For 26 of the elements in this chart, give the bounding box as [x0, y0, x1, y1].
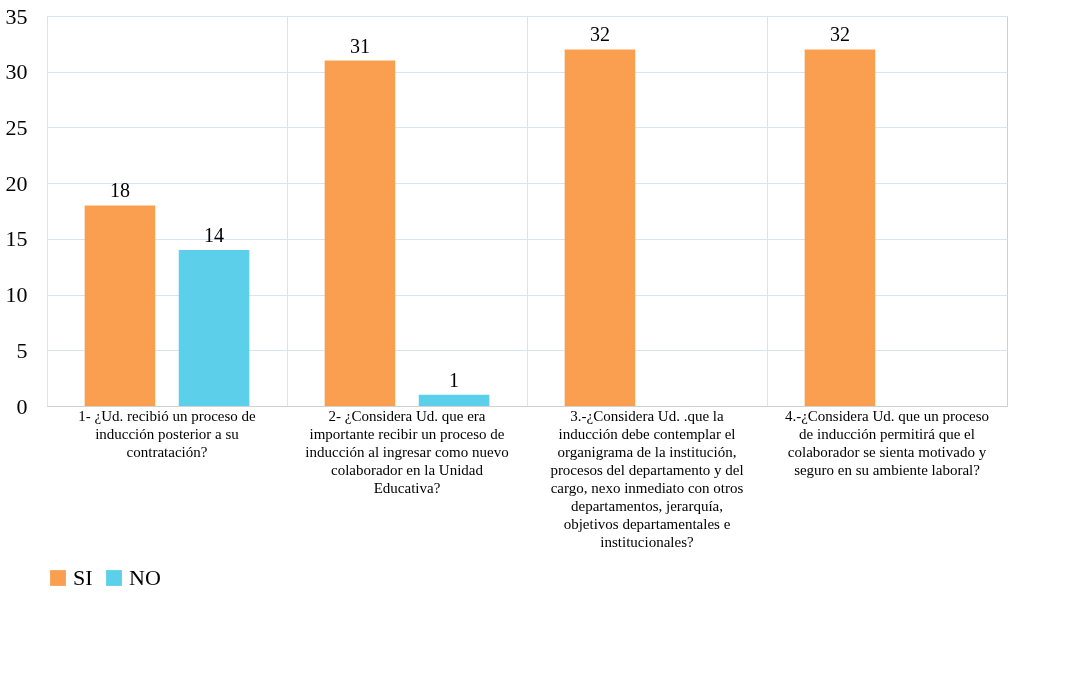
y-tick-label: 20: [5, 170, 28, 196]
x-tick-label: 1- ¿Ud. recibió un proceso de inducción posterior a su contratación?: [78, 407, 257, 460]
x-tick-label: 3.-¿Considera Ud. .que la inducción debe contemplar el organigrama de la institución, procesos del departamento y del cargo, nexo inmediato con otros departamentos, jerarquía, objetivos departamentales e institucionales?: [550, 407, 744, 550]
data-label: 14: [204, 224, 225, 246]
data-label: 32: [589, 23, 610, 46]
y-tick-label: 25: [5, 114, 28, 140]
y-tick-label: 0: [16, 393, 28, 419]
bar: [178, 250, 250, 406]
bar: [84, 205, 156, 406]
y-tick-label: 30: [5, 59, 28, 85]
data-label: 1: [449, 368, 460, 391]
bar: [564, 49, 636, 406]
bar: [418, 394, 490, 406]
data-label: 18: [109, 179, 130, 202]
legend-label: NO: [129, 565, 161, 590]
data-label: 32: [829, 23, 850, 46]
x-tick-label: 4.-¿Considera Ud. que un proceso de inducción permitirá que el colaborador se sienta motivado y seguro en su ambiente laboral?: [784, 407, 990, 478]
bar: [804, 49, 876, 406]
y-tick-label: 10: [5, 282, 28, 308]
y-tick-label: 15: [5, 226, 28, 252]
x-tick-label: 2- ¿Considera Ud. que era importante recibir un proceso de inducción al ingresar como nuevo colaborador en la Unidad Educativa?: [305, 407, 509, 496]
bar: [324, 60, 396, 406]
y-tick-label: 35: [5, 3, 28, 29]
legend-label: SI: [73, 565, 93, 590]
y-tick-label: 5: [16, 337, 28, 363]
data-label: 31: [349, 34, 370, 57]
